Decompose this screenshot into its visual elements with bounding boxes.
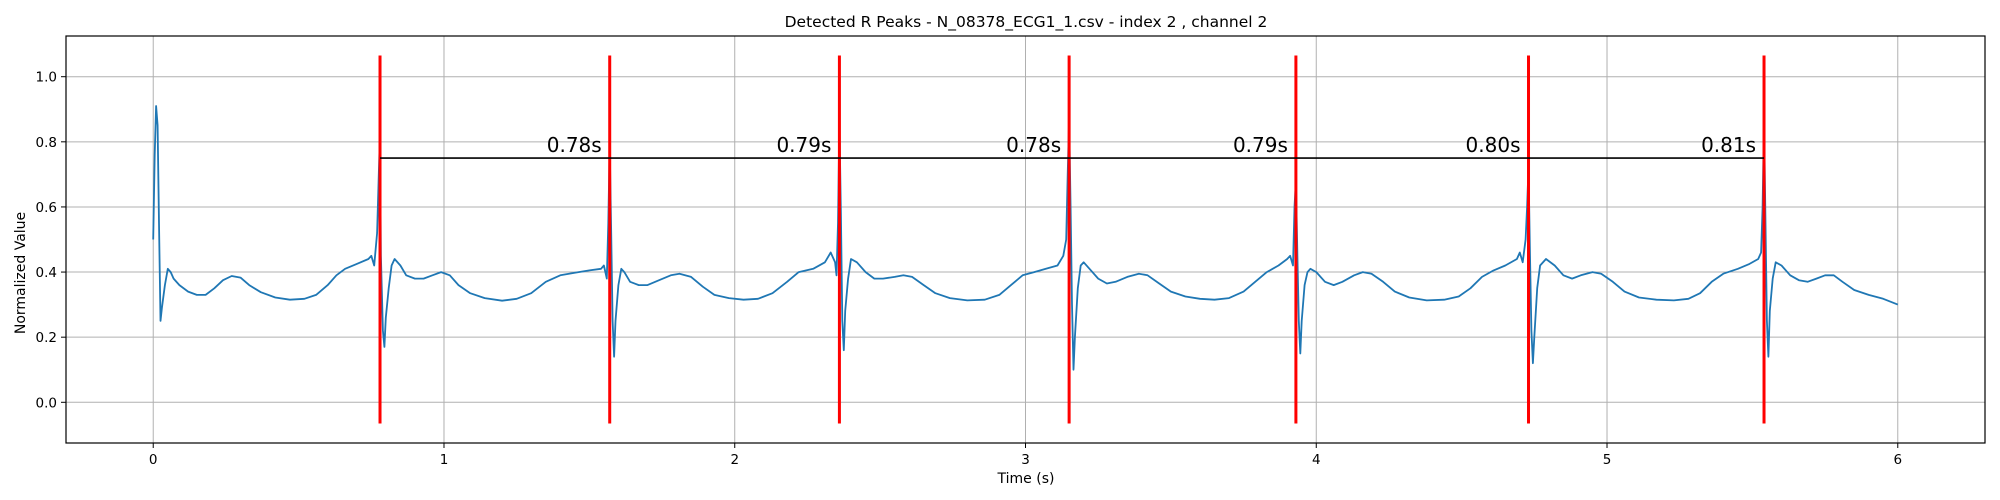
grid-lines bbox=[66, 36, 1985, 443]
axis-ticks: 0 1 2 3 4 5 6 0.0 0.2 0.4 0.6 0.8 1.0 bbox=[36, 70, 1903, 468]
ecg-signal-line bbox=[152, 105, 1899, 371]
y-tick-label: 0.2 bbox=[36, 330, 57, 346]
y-tick-label: 0.6 bbox=[36, 200, 57, 216]
x-tick-label: 5 bbox=[1603, 452, 1612, 468]
x-axis-label: Time (s) bbox=[997, 471, 1055, 487]
rr-interval-label: 0.79s bbox=[1233, 133, 1288, 157]
rr-interval-label: 0.81s bbox=[1701, 133, 1756, 157]
rr-interval-label: 0.80s bbox=[1466, 133, 1521, 157]
chart-title: Detected R Peaks - N_08378_ECG1_1.csv - … bbox=[785, 13, 1268, 32]
plot-area: 0.78s 0.79s 0.78s 0.79s 0.80s 0.81s bbox=[152, 55, 1899, 424]
x-tick-label: 4 bbox=[1312, 452, 1321, 468]
x-tick-label: 2 bbox=[730, 452, 739, 468]
rr-interval-label: 0.78s bbox=[1006, 133, 1061, 157]
y-tick-label: 0.0 bbox=[36, 395, 57, 411]
x-tick-label: 0 bbox=[149, 452, 158, 468]
rr-interval-label: 0.78s bbox=[547, 133, 602, 157]
y-tick-label: 0.8 bbox=[36, 135, 57, 151]
y-tick-label: 1.0 bbox=[36, 70, 57, 86]
y-axis-label: Normalized Value bbox=[13, 212, 29, 334]
x-tick-label: 1 bbox=[440, 452, 449, 468]
x-tick-label: 3 bbox=[1021, 452, 1030, 468]
rr-interval-label: 0.79s bbox=[776, 133, 831, 157]
x-tick-label: 6 bbox=[1893, 452, 1902, 468]
y-tick-label: 0.4 bbox=[36, 265, 57, 281]
plot-frame bbox=[65, 35, 1986, 444]
